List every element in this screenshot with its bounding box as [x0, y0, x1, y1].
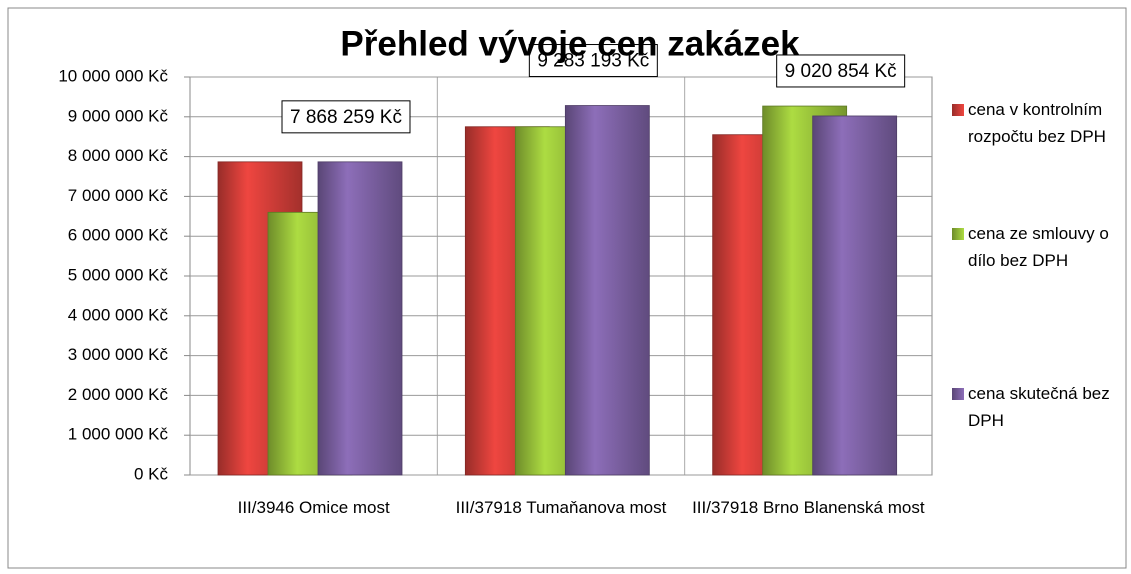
data-label: 7 868 259 Kč	[290, 107, 402, 128]
legend-label: cena v kontrolním rozpočtu bez DPH	[968, 100, 1106, 146]
bar	[317, 161, 403, 476]
legend-swatch	[952, 104, 964, 116]
legend-label: cena ze smlouvy o dílo bez DPH	[968, 224, 1109, 270]
x-tick-label: III/3946 Omice most	[237, 498, 390, 517]
y-tick-label: 10 000 000 Kč	[58, 66, 168, 85]
data-label: 9 020 854 Kč	[785, 61, 897, 82]
x-tick-label: III/37918 Brno Blanenská most	[692, 498, 925, 517]
data-label-box	[776, 54, 906, 88]
data-label-box	[528, 44, 658, 78]
bar	[812, 115, 898, 476]
legend-swatch	[952, 228, 964, 240]
y-tick-label: 9 000 000 Kč	[68, 106, 169, 125]
y-tick-label: 8 000 000 Kč	[68, 146, 169, 165]
chart-title: Přehled vývoje cen zakázek	[340, 24, 800, 63]
y-tick-label: 5 000 000 Kč	[68, 265, 169, 284]
y-tick-label: 1 000 000 Kč	[68, 425, 169, 444]
y-tick-label: 2 000 000 Kč	[68, 385, 169, 404]
bar	[564, 105, 650, 476]
y-tick-label: 0 Kč	[134, 464, 169, 483]
y-tick-label: 7 000 000 Kč	[68, 186, 169, 205]
data-label: 9 283 193 Kč	[537, 51, 649, 72]
legend-swatch	[952, 388, 964, 400]
x-tick-label: III/37918 Tumaňanova most	[455, 498, 667, 517]
y-tick-label: 4 000 000 Kč	[68, 305, 169, 324]
y-tick-label: 3 000 000 Kč	[68, 345, 169, 364]
legend-label: cena skutečná bez DPH	[968, 384, 1110, 430]
data-label-box	[281, 100, 411, 134]
y-tick-label: 6 000 000 Kč	[68, 226, 169, 245]
